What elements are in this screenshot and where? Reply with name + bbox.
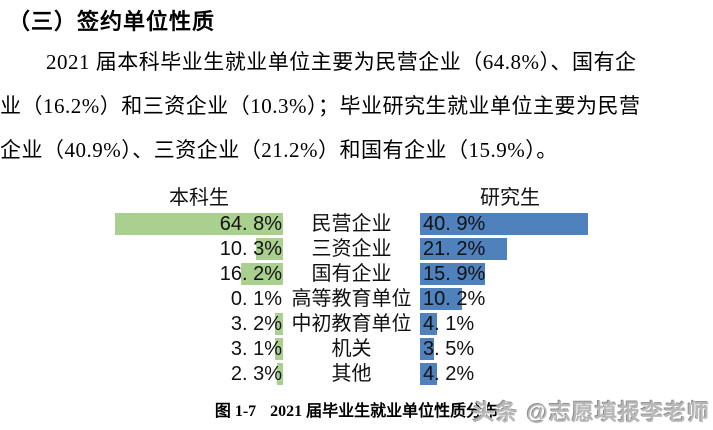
graduate-bar-cell: 3. 5% bbox=[420, 337, 600, 362]
graduate-value-label: 21. 2% bbox=[423, 238, 486, 260]
paragraph-line: 2021 届本科毕业生就业单位主要为民营企业（64.8%）、国有企 bbox=[46, 50, 637, 74]
graduate-bar-cell: 10. 2% bbox=[420, 287, 600, 312]
category-label: 其他 bbox=[331, 363, 372, 385]
graduate-bar-cell: 40. 9% bbox=[420, 212, 600, 237]
watermark-handle: @志愿填报李老师 bbox=[526, 400, 710, 425]
graduate-bar-cell: 21. 2% bbox=[420, 237, 600, 262]
chart-row: 3. 2% 中初教育单位 4. 1% bbox=[115, 312, 713, 337]
category-label: 中初教育单位 bbox=[291, 313, 412, 335]
chart-row: 16. 2% 国有企业 15. 9% bbox=[115, 262, 713, 287]
undergraduate-bar-cell: 64. 8% bbox=[115, 212, 283, 237]
undergraduate-value-label: 16. 2% bbox=[219, 263, 282, 285]
chart-series-headers: 本科生 研究生 bbox=[115, 186, 713, 212]
graduate-bar bbox=[420, 263, 485, 285]
chart-rows: 64. 8% 民营企业 40. 9% 10. 3% 三资企业 21. 2% 16. 2% 国有… bbox=[0, 212, 713, 387]
undergraduate-value-label: 10. 3% bbox=[219, 238, 282, 260]
graduate-value-label: 40. 9% bbox=[423, 213, 486, 235]
graduate-bar-cell: 4. 2% bbox=[420, 362, 600, 387]
category-label: 高等教育单位 bbox=[291, 288, 412, 310]
graduate-bar bbox=[420, 238, 507, 260]
chart-row: 64. 8% 民营企业 40. 9% bbox=[115, 212, 713, 237]
undergraduate-value-label: 3. 2% bbox=[230, 313, 282, 335]
employment-unit-chart: 本科生 研究生 64. 8% 民营企业 40. 9% 10. 3% 三资企业 21. 2%… bbox=[0, 186, 713, 387]
undergraduate-value-label: 64. 8% bbox=[219, 213, 282, 235]
graduate-value-label: 4. 1% bbox=[423, 313, 475, 335]
graduate-value-label: 15. 9% bbox=[423, 263, 486, 285]
graduate-bar bbox=[420, 338, 434, 360]
undergraduate-bar-cell: 0. 1% bbox=[115, 287, 283, 312]
graduate-bar bbox=[420, 288, 462, 310]
paragraph-line: 企业（40.9%）、三资企业（21.2%）和国有企业（15.9%）。 bbox=[0, 138, 558, 162]
chart-row: 3. 1% 机关 3. 5% bbox=[115, 337, 713, 362]
body-paragraph: 2021 届本科毕业生就业单位主要为民营企业（64.8%）、国有企业（16.2%… bbox=[0, 40, 712, 172]
category-label: 三资企业 bbox=[311, 238, 392, 260]
graduate-bar bbox=[420, 213, 588, 235]
undergraduate-bar bbox=[275, 313, 283, 335]
undergraduate-bar-cell: 3. 1% bbox=[115, 337, 283, 362]
chart-row: 0. 1% 高等教育单位 10. 2% bbox=[115, 287, 713, 312]
toutiao-logo-text: 头条 bbox=[472, 400, 519, 425]
undergraduate-bar bbox=[115, 213, 283, 235]
undergraduate-bar-cell: 10. 3% bbox=[115, 237, 283, 262]
undergraduate-bar-cell: 2. 3% bbox=[115, 362, 283, 387]
figure-caption: 图 1-7 2021 届毕业生就业单位性质分布 bbox=[0, 397, 713, 421]
undergraduate-value-label: 0. 1% bbox=[230, 288, 282, 310]
paragraph-line: 业（16.2%）和三资企业（10.3%）；毕业研究生就业单位主要为民营 bbox=[0, 94, 641, 118]
series-header-undergraduate: 本科生 bbox=[169, 187, 229, 209]
category-label: 机关 bbox=[331, 338, 372, 360]
watermark: 头条 @志愿填报李老师 bbox=[473, 395, 710, 427]
graduate-value-label: 3. 5% bbox=[423, 338, 475, 360]
undergraduate-bar bbox=[241, 263, 283, 285]
graduate-bar-cell: 4. 1% bbox=[420, 312, 600, 337]
graduate-bar bbox=[420, 313, 437, 335]
figure-caption-text: 2021 届毕业生就业单位性质分布 bbox=[270, 403, 499, 420]
graduate-value-label: 4. 2% bbox=[423, 363, 475, 385]
chart-row: 10. 3% 三资企业 21. 2% bbox=[115, 237, 713, 262]
undergraduate-bar-cell: 3. 2% bbox=[115, 312, 283, 337]
category-label: 民营企业 bbox=[311, 213, 392, 235]
graduate-bar-cell: 15. 9% bbox=[420, 262, 600, 287]
graduate-value-label: 10. 2% bbox=[423, 288, 486, 310]
figure-number: 图 1-7 bbox=[214, 403, 257, 420]
header-spacer bbox=[283, 186, 420, 212]
undergraduate-bar-cell: 16. 2% bbox=[115, 262, 283, 287]
undergraduate-bar bbox=[277, 363, 283, 385]
graduate-bar bbox=[420, 363, 437, 385]
section-title: （三）签约单位性质 bbox=[8, 9, 216, 34]
undergraduate-value-label: 2. 3% bbox=[230, 363, 282, 385]
undergraduate-value-label: 3. 1% bbox=[230, 338, 282, 360]
series-header-graduate: 研究生 bbox=[480, 187, 540, 209]
undergraduate-bar bbox=[275, 338, 283, 360]
undergraduate-bar bbox=[256, 238, 283, 260]
category-label: 国有企业 bbox=[311, 263, 392, 285]
chart-row: 2. 3% 其他 4. 2% bbox=[115, 362, 713, 387]
